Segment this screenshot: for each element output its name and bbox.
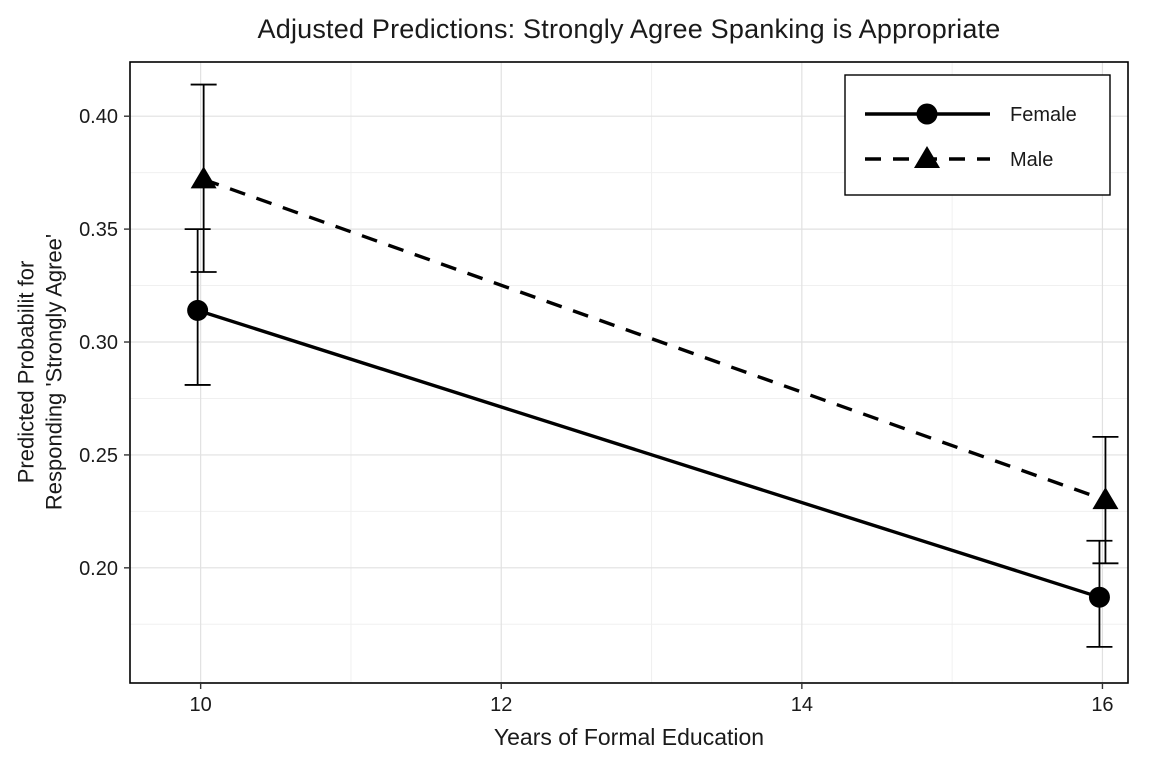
y-tick-label: 0.35 (79, 219, 118, 241)
y-tick-label: 0.25 (79, 445, 118, 467)
legend-key-marker-female (916, 103, 938, 125)
x-tick-label: 10 (190, 694, 212, 716)
x-tick-label: 14 (791, 694, 813, 716)
y-tick-label: 0.20 (79, 558, 118, 580)
x-tick-label: 12 (490, 694, 512, 716)
y-axis-label: Predicted Probabilit for Responding 'Str… (13, 234, 68, 510)
series-line-female (197, 308, 1100, 599)
chart-title: Adjusted Predictions: Strongly Agree Spa… (257, 14, 1001, 44)
y-tick-label: 0.40 (79, 106, 118, 128)
series-marker-male (1092, 487, 1119, 510)
legend-key-marker-male (914, 146, 940, 168)
series-line-male (203, 177, 1107, 502)
series-marker-female (1088, 586, 1110, 608)
x-tick-label: 16 (1091, 694, 1113, 716)
x-axis-label: Years of Formal Education (493, 724, 765, 750)
series-marker-female (187, 299, 209, 321)
legend-label-female: Female (1010, 104, 1077, 126)
legend-label-male: Male (1010, 149, 1053, 171)
series-marker-male (190, 166, 217, 189)
y-axis-label-line1: Predicted Probabilit for (13, 260, 39, 484)
y-tick-label: 0.30 (79, 332, 118, 354)
y-axis-label-line2: Responding 'Strongly Agree' (41, 233, 66, 511)
panel-border (129, 61, 1129, 684)
legend-box (844, 74, 1111, 196)
